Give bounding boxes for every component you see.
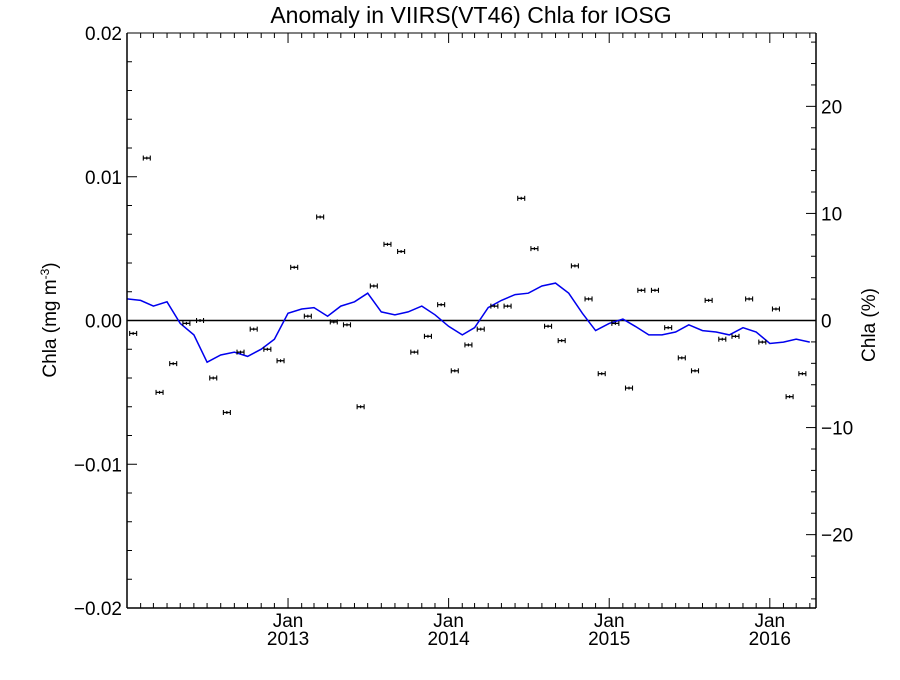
anomaly-point [464, 342, 473, 348]
anomaly-point [690, 368, 700, 374]
anomaly-point [624, 385, 634, 391]
anomaly-point [303, 313, 312, 319]
smoothed-anomaly-line [126, 282, 810, 364]
anomaly-point [597, 371, 606, 377]
anomaly-point [704, 297, 713, 303]
smoothed-line-layer [126, 282, 810, 364]
y-left-tick-label: 0.01 [85, 168, 122, 189]
anomaly-point [731, 333, 740, 339]
y-left-tick-label: −0.01 [74, 455, 122, 476]
anomaly-point [758, 339, 767, 345]
anomaly-points-layer [129, 155, 807, 415]
anomaly-point [490, 303, 499, 309]
anomaly-point [195, 318, 205, 323]
anomaly-point [383, 241, 392, 247]
y-axis-left-label-end: ) [40, 262, 61, 268]
y-axis-left-label-main: Chla (mg m [40, 279, 61, 377]
anomaly-point [155, 389, 164, 395]
anomaly-point [517, 195, 526, 201]
anomaly-point [369, 283, 378, 289]
y-left-tick-label: 0.02 [85, 24, 122, 45]
anomaly-point [329, 319, 338, 325]
x-tick-label-month: Jan [594, 611, 625, 632]
x-tick-label-month: Jan [433, 611, 464, 632]
anomaly-point [677, 355, 686, 361]
x-tick-label-month: Jan [754, 611, 785, 632]
anomaly-point [650, 287, 660, 293]
anomaly-point [450, 368, 459, 374]
x-tick-label-year: 2014 [427, 629, 470, 650]
y-right-tick-label: 0 [821, 312, 832, 333]
anomaly-point [276, 358, 285, 364]
anomaly-point [544, 323, 553, 329]
anomaly-point [263, 346, 272, 352]
anomaly-point [142, 155, 151, 161]
y-right-tick-label: 10 [821, 204, 842, 225]
anomaly-point [249, 326, 258, 332]
anomaly-point [718, 336, 727, 342]
anomaly-point [316, 214, 325, 220]
anomaly-point [222, 410, 231, 415]
y-right-tick-label: 20 [821, 97, 842, 118]
x-tick-label-year: 2016 [749, 629, 791, 650]
y-left-tick-label: −0.02 [74, 599, 122, 620]
tick-labels-layer: 0.020.010.00−0.01−0.0220100−10−20Jan2013… [74, 24, 853, 650]
x-tick-label-year: 2015 [588, 629, 630, 650]
y-right-tick-label: −10 [821, 419, 853, 440]
anomaly-point [356, 404, 365, 410]
anomaly-point [182, 320, 191, 326]
anomaly-point [798, 371, 807, 377]
y-axis-right-label: Chla (%) [859, 288, 880, 362]
anomaly-point [557, 338, 566, 344]
anomaly-point [611, 320, 620, 326]
y-axis-left-label: Chla (mg m-3) [38, 262, 61, 377]
y-right-tick-label: −20 [821, 526, 853, 547]
y-left-tick-label: 0.00 [85, 312, 122, 333]
anomaly-point [476, 326, 485, 332]
anomaly-point [745, 296, 754, 302]
anomaly-point [437, 302, 446, 308]
anomaly-point [342, 322, 352, 328]
anomaly-point [423, 333, 432, 339]
anomaly-point [290, 264, 299, 270]
anomaly-point [637, 287, 646, 293]
anomaly-point [530, 246, 539, 252]
anomaly-point [503, 303, 512, 309]
anomaly-point [236, 349, 245, 355]
anomaly-point [129, 330, 138, 336]
y-axis-left-label-superscript: -3 [38, 268, 52, 279]
chart-title: Anomaly in VIIRS(VT46) Chla for IOSG [270, 2, 671, 28]
anomaly-point [169, 361, 178, 367]
ticks-layer [126, 32, 816, 609]
x-tick-label-month: Jan [273, 611, 304, 632]
anomaly-point [570, 263, 579, 269]
x-tick-label-year: 2013 [267, 629, 309, 650]
anomaly-point [584, 296, 593, 302]
anomaly-point [771, 306, 781, 312]
anomaly-point [785, 394, 794, 400]
anomaly-point [397, 249, 406, 254]
anomaly-point [209, 375, 218, 381]
anomaly-point [664, 325, 673, 331]
anomaly-point [410, 349, 419, 355]
